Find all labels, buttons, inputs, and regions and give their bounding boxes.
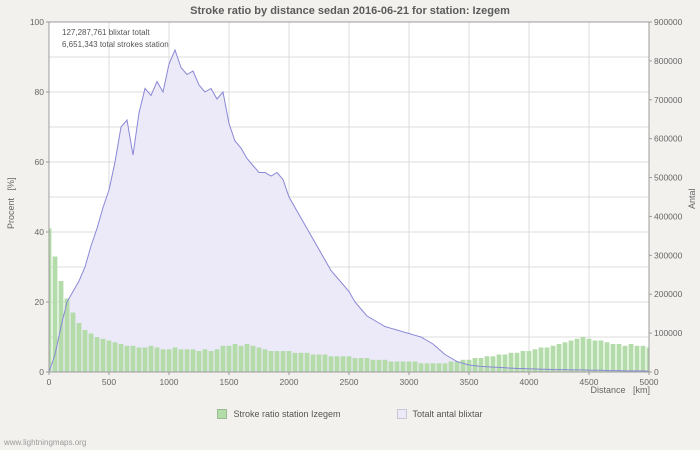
svg-text:100000: 100000 bbox=[654, 328, 683, 338]
svg-text:2000: 2000 bbox=[280, 377, 299, 387]
chart-title: Stroke ratio by distance sedan 2016-06-2… bbox=[190, 5, 510, 17]
legend-label-total: Totalt antal blixtar bbox=[412, 409, 483, 419]
svg-text:2500: 2500 bbox=[340, 377, 359, 387]
svg-text:4500: 4500 bbox=[580, 377, 599, 387]
svg-text:300000: 300000 bbox=[654, 250, 683, 260]
svg-text:0: 0 bbox=[47, 377, 52, 387]
watermark-link[interactable]: www.lightningmaps.org bbox=[4, 438, 87, 447]
svg-text:400000: 400000 bbox=[654, 211, 683, 221]
svg-text:5000: 5000 bbox=[640, 377, 659, 387]
svg-text:1000: 1000 bbox=[160, 377, 179, 387]
svg-text:700000: 700000 bbox=[654, 95, 683, 105]
svg-text:600000: 600000 bbox=[654, 134, 683, 144]
svg-text:100: 100 bbox=[30, 17, 44, 27]
annotation-totals: 127,287,761 blixtar totalt 6,651,343 tot… bbox=[62, 27, 169, 51]
svg-text:500000: 500000 bbox=[654, 173, 683, 183]
svg-text:80: 80 bbox=[35, 87, 45, 97]
svg-text:200000: 200000 bbox=[654, 289, 683, 299]
legend-swatch-ratio-icon bbox=[217, 409, 228, 419]
y-axis-left-title: Procent [%] bbox=[6, 177, 16, 229]
annotation-total-strokes: 127,287,761 blixtar totalt bbox=[62, 28, 150, 37]
svg-text:3000: 3000 bbox=[400, 377, 419, 387]
svg-text:800000: 800000 bbox=[654, 56, 683, 66]
svg-text:900000: 900000 bbox=[654, 17, 683, 27]
legend-item-total: Totalt antal blixtar bbox=[396, 409, 483, 419]
svg-text:0: 0 bbox=[654, 367, 659, 377]
legend-swatch-total-icon bbox=[396, 409, 407, 419]
svg-text:500: 500 bbox=[102, 377, 116, 387]
legend-item-ratio: Stroke ratio station Izegem bbox=[217, 409, 341, 419]
svg-text:60: 60 bbox=[35, 157, 45, 167]
svg-text:0: 0 bbox=[39, 367, 44, 377]
y-axis-right-title: Antal bbox=[687, 188, 697, 209]
legend: Stroke ratio station Izegem Totalt antal… bbox=[0, 409, 700, 419]
svg-text:40: 40 bbox=[35, 227, 45, 237]
svg-text:1500: 1500 bbox=[220, 377, 239, 387]
x-axis-title: Distance [km] bbox=[590, 385, 650, 395]
svg-text:4000: 4000 bbox=[520, 377, 539, 387]
annotation-station-strokes: 6,651,343 total strokes station bbox=[62, 40, 169, 49]
legend-label-ratio: Stroke ratio station Izegem bbox=[233, 409, 341, 419]
svg-text:3500: 3500 bbox=[460, 377, 479, 387]
svg-text:20: 20 bbox=[35, 297, 45, 307]
